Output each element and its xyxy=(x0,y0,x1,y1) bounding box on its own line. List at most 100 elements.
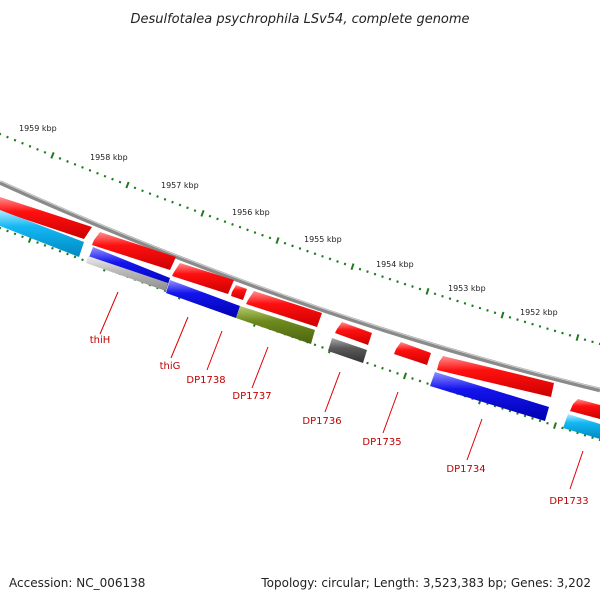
minor-tick xyxy=(538,419,542,423)
gene-label: DP1734 xyxy=(446,464,485,475)
reverse-cds-arrow xyxy=(563,414,600,439)
minor-tick xyxy=(73,163,77,166)
minor-tick xyxy=(6,135,9,139)
forward-cds-arrow xyxy=(335,322,372,345)
minor-tick xyxy=(216,217,219,221)
forward-cds-arrow xyxy=(92,232,176,270)
minor-tick xyxy=(21,235,24,239)
minor-tick xyxy=(178,203,182,207)
minor-tick xyxy=(163,197,167,201)
minor-tick xyxy=(531,322,534,326)
reverse-cds-arrow xyxy=(166,280,240,318)
minor-tick xyxy=(193,209,197,212)
kbp-label: 1955 kbp xyxy=(304,235,342,244)
map-title: Desulfotalea psychrophila LSv54, complet… xyxy=(130,12,469,27)
minor-tick xyxy=(13,232,17,236)
minor-tick xyxy=(223,220,227,224)
leader-line xyxy=(382,391,399,434)
forward-cds-arrow xyxy=(394,342,431,365)
minor-tick xyxy=(583,338,587,342)
kbp-label: 1957 kbp xyxy=(161,181,199,190)
minor-tick xyxy=(591,436,594,439)
minor-tick xyxy=(366,270,369,274)
minor-tick xyxy=(388,369,392,373)
forward-cds-arrow xyxy=(0,197,92,239)
minor-tick xyxy=(381,275,384,279)
minor-tick xyxy=(261,233,264,237)
major-tick xyxy=(425,288,430,295)
minor-tick xyxy=(73,255,77,259)
minor-tick xyxy=(118,180,122,184)
minor-tick xyxy=(508,315,512,319)
gene-label-leaders xyxy=(99,291,584,490)
leader-line xyxy=(99,291,119,335)
minor-tick xyxy=(396,372,399,375)
minor-tick xyxy=(441,294,444,298)
minor-tick xyxy=(411,285,414,288)
minor-tick xyxy=(388,277,392,281)
minor-tick xyxy=(471,304,474,308)
leader-line xyxy=(170,316,189,359)
minor-tick xyxy=(51,246,54,250)
minor-tick xyxy=(186,206,189,210)
minor-tick xyxy=(313,252,317,256)
minor-tick xyxy=(313,343,317,347)
minor-tick xyxy=(366,361,369,365)
major-tick xyxy=(553,422,557,430)
gene-labels: thiH thiG DP1738 DP1737 DP1736 DP1735 DP… xyxy=(90,335,589,507)
outer-tick-ring xyxy=(0,132,600,346)
minor-tick xyxy=(321,346,324,349)
minor-tick xyxy=(531,416,534,420)
minor-tick xyxy=(96,171,99,175)
minor-tick xyxy=(156,195,159,198)
accession-text: Accession: NC_006138 xyxy=(9,576,145,590)
minor-tick xyxy=(463,302,467,305)
minor-tick xyxy=(328,257,332,261)
minor-tick xyxy=(66,160,69,163)
minor-tick xyxy=(546,327,549,330)
minor-tick xyxy=(358,267,362,271)
minor-tick xyxy=(538,325,542,328)
minor-tick xyxy=(6,229,9,233)
minor-tick xyxy=(546,421,549,425)
minor-tick xyxy=(28,144,32,148)
minor-tick xyxy=(81,258,84,262)
forward-cds-arrow xyxy=(570,399,600,419)
minor-tick xyxy=(58,157,62,160)
minor-tick xyxy=(433,292,437,296)
minor-tick xyxy=(373,272,377,276)
gene-label: thiG xyxy=(160,361,181,372)
minor-tick xyxy=(381,366,384,370)
reverse-cds-arrow xyxy=(236,306,315,344)
major-tick xyxy=(575,334,580,341)
minor-tick xyxy=(336,260,339,263)
leader-line xyxy=(206,330,223,371)
topology-text: Topology: circular; Length: 3,523,383 bp… xyxy=(260,576,591,590)
minor-tick xyxy=(553,329,557,333)
minor-tick xyxy=(246,228,249,232)
reverse-cds-arrow xyxy=(430,372,549,421)
minor-tick xyxy=(396,280,399,283)
kbp-label: 1958 kbp xyxy=(90,153,128,162)
kbp-label: 1952 kbp xyxy=(520,308,558,317)
minor-tick xyxy=(478,306,482,310)
minor-tick xyxy=(523,320,527,324)
minor-tick xyxy=(58,249,62,253)
minor-tick xyxy=(411,377,414,380)
reverse-strand-features xyxy=(0,210,600,439)
minor-tick xyxy=(516,318,519,321)
minor-tick xyxy=(523,414,527,418)
leader-line xyxy=(324,371,341,413)
minor-tick xyxy=(456,299,459,303)
minor-tick xyxy=(103,174,107,178)
reverse-cds-arrow xyxy=(86,256,168,291)
major-tick xyxy=(125,181,130,189)
minor-tick xyxy=(66,252,69,256)
major-tick xyxy=(50,152,55,159)
minor-tick xyxy=(403,282,407,286)
leader-line xyxy=(251,346,269,389)
reverse-cds-arrow xyxy=(0,210,84,257)
reverse-cds-arrow xyxy=(328,338,367,363)
leader-line xyxy=(466,418,483,461)
